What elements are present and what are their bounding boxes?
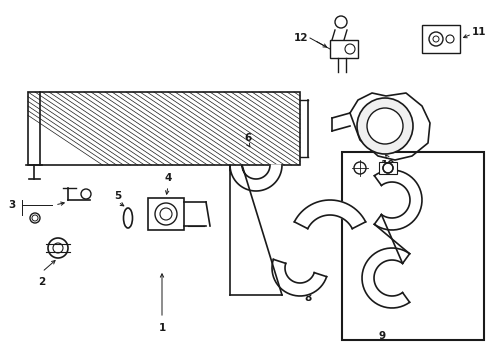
Bar [379,162,397,174]
Text: 11: 11 [472,27,487,37]
Polygon shape [362,248,410,308]
Polygon shape [230,165,282,295]
Polygon shape [374,170,422,230]
Bar [148,198,184,230]
Bar [422,25,460,53]
Text: 2: 2 [38,277,46,287]
Bar [342,152,484,340]
Text: 7: 7 [348,210,356,220]
Text: 10: 10 [381,160,395,170]
Circle shape [357,98,413,154]
Text: 9: 9 [378,331,386,341]
Text: 1: 1 [158,323,166,333]
Text: 4: 4 [164,173,171,183]
Text: 6: 6 [245,133,252,143]
Text: 12: 12 [294,33,308,43]
Text: 5: 5 [114,191,122,201]
Polygon shape [294,200,366,229]
Polygon shape [272,259,327,296]
Text: 3: 3 [8,200,16,210]
Text: 8: 8 [304,293,312,303]
Circle shape [367,108,403,144]
Bar [330,40,358,58]
Bar [28,92,300,165]
